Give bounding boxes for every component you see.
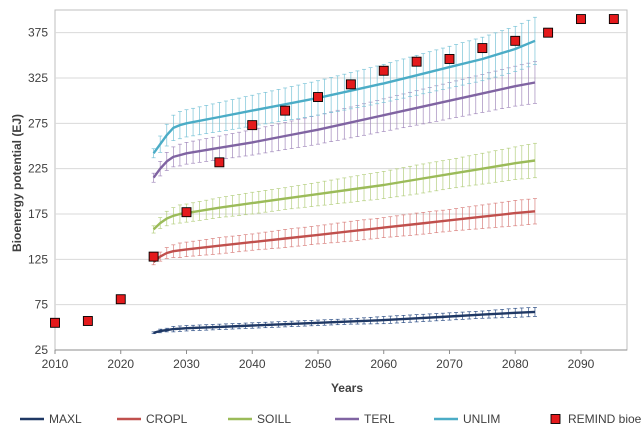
x-tick-label: 2040: [239, 357, 266, 371]
demand-marker: [313, 92, 323, 102]
y-tick-label: 225: [28, 162, 48, 176]
demand-marker: [477, 43, 488, 54]
demand-marker: [411, 56, 422, 67]
demand-marker: [378, 65, 389, 76]
error-bars: [151, 16, 537, 335]
demand-marker: [50, 317, 60, 328]
x-tick-label: 2070: [436, 357, 463, 371]
legend: MAXL CROPL SOILL TERL UNLIM REMIND bioenergy …: [20, 412, 641, 426]
demand-marker: [280, 105, 291, 116]
demand-marker: [148, 251, 159, 262]
demand-marker: [247, 120, 258, 131]
gridlines: [54, 9, 628, 351]
y-tick-label: 125: [28, 252, 48, 266]
x-tick-label: 2090: [568, 357, 595, 371]
maxl-series-line: [153, 310, 536, 334]
y-tick-label: 175: [28, 207, 48, 221]
soill-series-line: [152, 159, 536, 231]
demand-marker: [608, 14, 619, 25]
demand-marker: [543, 27, 554, 38]
x-tick-label: 2060: [370, 357, 397, 371]
y-tick-label: 375: [28, 26, 48, 40]
x-tick-label: 2030: [173, 357, 200, 371]
x-tick-label: 2050: [305, 357, 332, 371]
legend-label-maxl: MAXL: [49, 412, 82, 426]
y-axis-title: Bioenergy potential (EJ): [10, 114, 24, 252]
legend-label-cropl: CROPL: [146, 412, 188, 426]
demand-marker: [181, 207, 192, 218]
demand-marker: [82, 316, 93, 326]
x-axis-title: Years: [331, 381, 363, 395]
legend-label-remind-bioenergy-demand: REMIND bioenergy demand: [568, 412, 641, 426]
demand-marker: [510, 35, 521, 46]
legend-label-unlim: UNLIM: [463, 412, 500, 426]
cropl-series-line: [152, 210, 536, 264]
axes: 25 75 125 175 225 275 325 375 2010 2020 2030 2040 20…: [28, 26, 627, 371]
x-tick-label: 2020: [107, 357, 134, 371]
demand-marker: [115, 294, 126, 305]
y-tick-label: 75: [35, 298, 49, 312]
x-tick-label: 2010: [42, 357, 69, 371]
demand-marker: [345, 79, 356, 90]
series-lines: [152, 39, 536, 334]
demand-markers: [50, 14, 619, 328]
legend-label-terl: TERL: [364, 412, 395, 426]
plot-frame: [54, 9, 628, 351]
unlim-series-line: [152, 39, 536, 155]
legend-label-soill: SOILL: [257, 412, 291, 426]
x-tick-label: 2080: [502, 357, 529, 371]
terl-series-line: [152, 81, 536, 179]
y-tick-label: 275: [28, 116, 48, 130]
demand-marker: [444, 54, 455, 64]
y-tick-label: 25: [35, 343, 49, 357]
demand-marker: [214, 157, 225, 168]
legend-swatch-remind-bioenergy-demand: [550, 414, 561, 424]
demand-marker: [576, 14, 586, 25]
y-tick-label: 325: [28, 71, 48, 85]
